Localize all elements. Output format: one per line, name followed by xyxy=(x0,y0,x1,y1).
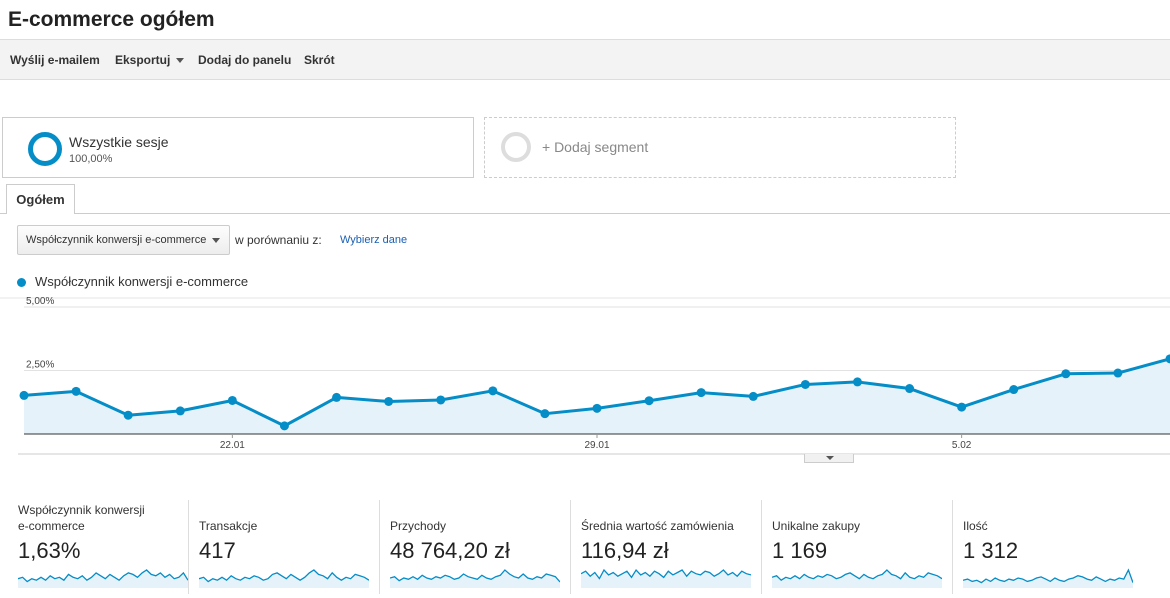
shortcut-button[interactable]: Skrót xyxy=(304,53,335,67)
segment-name: Wszystkie sesje xyxy=(69,134,169,150)
scorecard[interactable]: Unikalne zakupy 1 169 xyxy=(761,500,942,594)
sparkline-area xyxy=(581,570,751,588)
compare-label: w porównaniu z: xyxy=(235,233,322,247)
scorecard[interactable]: Przychody 48 764,20 zł xyxy=(379,500,560,594)
sparkline xyxy=(18,569,188,588)
data-point[interactable] xyxy=(123,410,133,420)
sparkline-area xyxy=(18,570,188,588)
sparkline-line xyxy=(772,569,942,582)
empty-segment-ring-icon xyxy=(501,132,531,162)
add-to-dashboard-button[interactable]: Dodaj do panelu xyxy=(198,53,292,67)
report-toolbar: Wyślij e-mailem Eksportuj Dodaj do panel… xyxy=(0,39,1170,80)
data-point[interactable] xyxy=(905,384,915,394)
scorecard-value: 1,63% xyxy=(18,538,81,563)
sparkline xyxy=(199,569,369,588)
sparkline xyxy=(772,569,942,588)
scorecard-label: Ilość xyxy=(963,519,988,533)
scorecard-label: Średnia wartość zamówienia xyxy=(581,519,734,533)
segment-ring-icon xyxy=(28,132,62,166)
x-tick-label: 29.01 xyxy=(584,440,609,451)
data-point[interactable] xyxy=(279,421,289,431)
data-point[interactable] xyxy=(19,390,29,400)
sparkline xyxy=(390,569,560,588)
sparkline-area xyxy=(963,570,1133,588)
series-area xyxy=(24,358,1170,434)
data-point[interactable] xyxy=(227,395,237,405)
segment-percentage: 100,00% xyxy=(69,153,113,165)
scorecard[interactable]: Współczynnik konwersji e-commerce 1,63% xyxy=(18,500,188,594)
chevron-down-icon xyxy=(212,238,220,243)
segment-all-sessions[interactable]: Wszystkie sesje 100,00% xyxy=(2,117,474,178)
scorecard-label: Transakcje xyxy=(199,519,258,533)
chevron-down-icon xyxy=(826,456,834,460)
export-button[interactable]: Eksportuj xyxy=(115,53,185,67)
scorecard[interactable]: Transakcje 417 xyxy=(188,500,369,594)
scorecard-value: 417 xyxy=(199,538,236,563)
export-label: Eksportuj xyxy=(115,53,171,67)
sparkline-line xyxy=(199,569,369,583)
chevron-down-icon xyxy=(176,58,185,64)
scorecard[interactable]: Średnia wartość zamówienia 116,94 zł xyxy=(570,500,751,594)
chart-collapse-toggle[interactable] xyxy=(804,454,854,463)
data-point[interactable] xyxy=(852,377,862,387)
data-point[interactable] xyxy=(71,386,81,396)
data-point[interactable] xyxy=(1061,369,1071,379)
x-tick-label: 5.02 xyxy=(952,440,972,451)
data-point[interactable] xyxy=(644,396,654,406)
data-point[interactable] xyxy=(384,396,394,406)
data-point[interactable] xyxy=(540,409,550,419)
choose-data-link[interactable]: Wybierz dane xyxy=(340,234,408,246)
sparkline xyxy=(581,568,751,588)
y-tick-label: 5,00% xyxy=(26,296,54,307)
sparkline-area xyxy=(772,570,942,588)
data-point[interactable] xyxy=(1113,368,1123,378)
metric-dropdown[interactable]: Współczynnik konwersji e-commerce xyxy=(17,225,230,255)
data-point[interactable] xyxy=(488,386,498,396)
data-point[interactable] xyxy=(1165,354,1170,364)
scorecard-value: 116,94 zł xyxy=(581,538,669,563)
scorecard-label: Współczynnik konwersji e-commerce xyxy=(18,503,145,533)
sparkline xyxy=(963,568,1133,588)
data-point[interactable] xyxy=(592,403,602,413)
sparkline-line xyxy=(581,568,751,580)
sparkline-area xyxy=(199,570,369,588)
sparkline-line xyxy=(963,568,1133,584)
sparkline-line xyxy=(18,569,188,583)
email-button[interactable]: Wyślij e-mailem xyxy=(10,53,100,67)
scorecard[interactable]: Ilość 1 312 xyxy=(952,500,1133,594)
scorecard-value: 1 169 xyxy=(772,538,828,563)
data-point[interactable] xyxy=(436,395,446,405)
y-tick-label: 2,50% xyxy=(26,360,54,371)
scorecard-label: Przychody xyxy=(390,519,447,533)
tab-divider xyxy=(0,213,1170,214)
legend-marker xyxy=(17,278,26,287)
scorecard-value: 48 764,20 zł xyxy=(390,538,510,563)
line-chart[interactable]: 2,50% 5,00% 22.01 29.01 5.02 xyxy=(0,295,1170,455)
data-point[interactable] xyxy=(957,402,967,412)
data-point[interactable] xyxy=(175,406,185,416)
data-point[interactable] xyxy=(696,388,706,398)
tab-overview[interactable]: Ogółem xyxy=(6,184,75,214)
data-point[interactable] xyxy=(332,392,342,402)
metric-dropdown-value: Współczynnik konwersji e-commerce xyxy=(26,234,207,246)
sparkline-line xyxy=(390,569,560,583)
add-segment-label: + Dodaj segment xyxy=(542,139,649,155)
data-point[interactable] xyxy=(748,391,758,401)
data-point[interactable] xyxy=(1009,385,1019,395)
legend-label: Współczynnik konwersji e-commerce xyxy=(35,274,249,289)
scorecard-value: 1 312 xyxy=(963,538,1019,563)
add-segment-button[interactable]: + Dodaj segment xyxy=(484,117,956,178)
scorecard-label: Unikalne zakupy xyxy=(772,519,861,533)
page-title: E-commerce ogółem xyxy=(8,8,215,31)
data-point[interactable] xyxy=(800,379,810,389)
x-tick-label: 22.01 xyxy=(220,440,245,451)
